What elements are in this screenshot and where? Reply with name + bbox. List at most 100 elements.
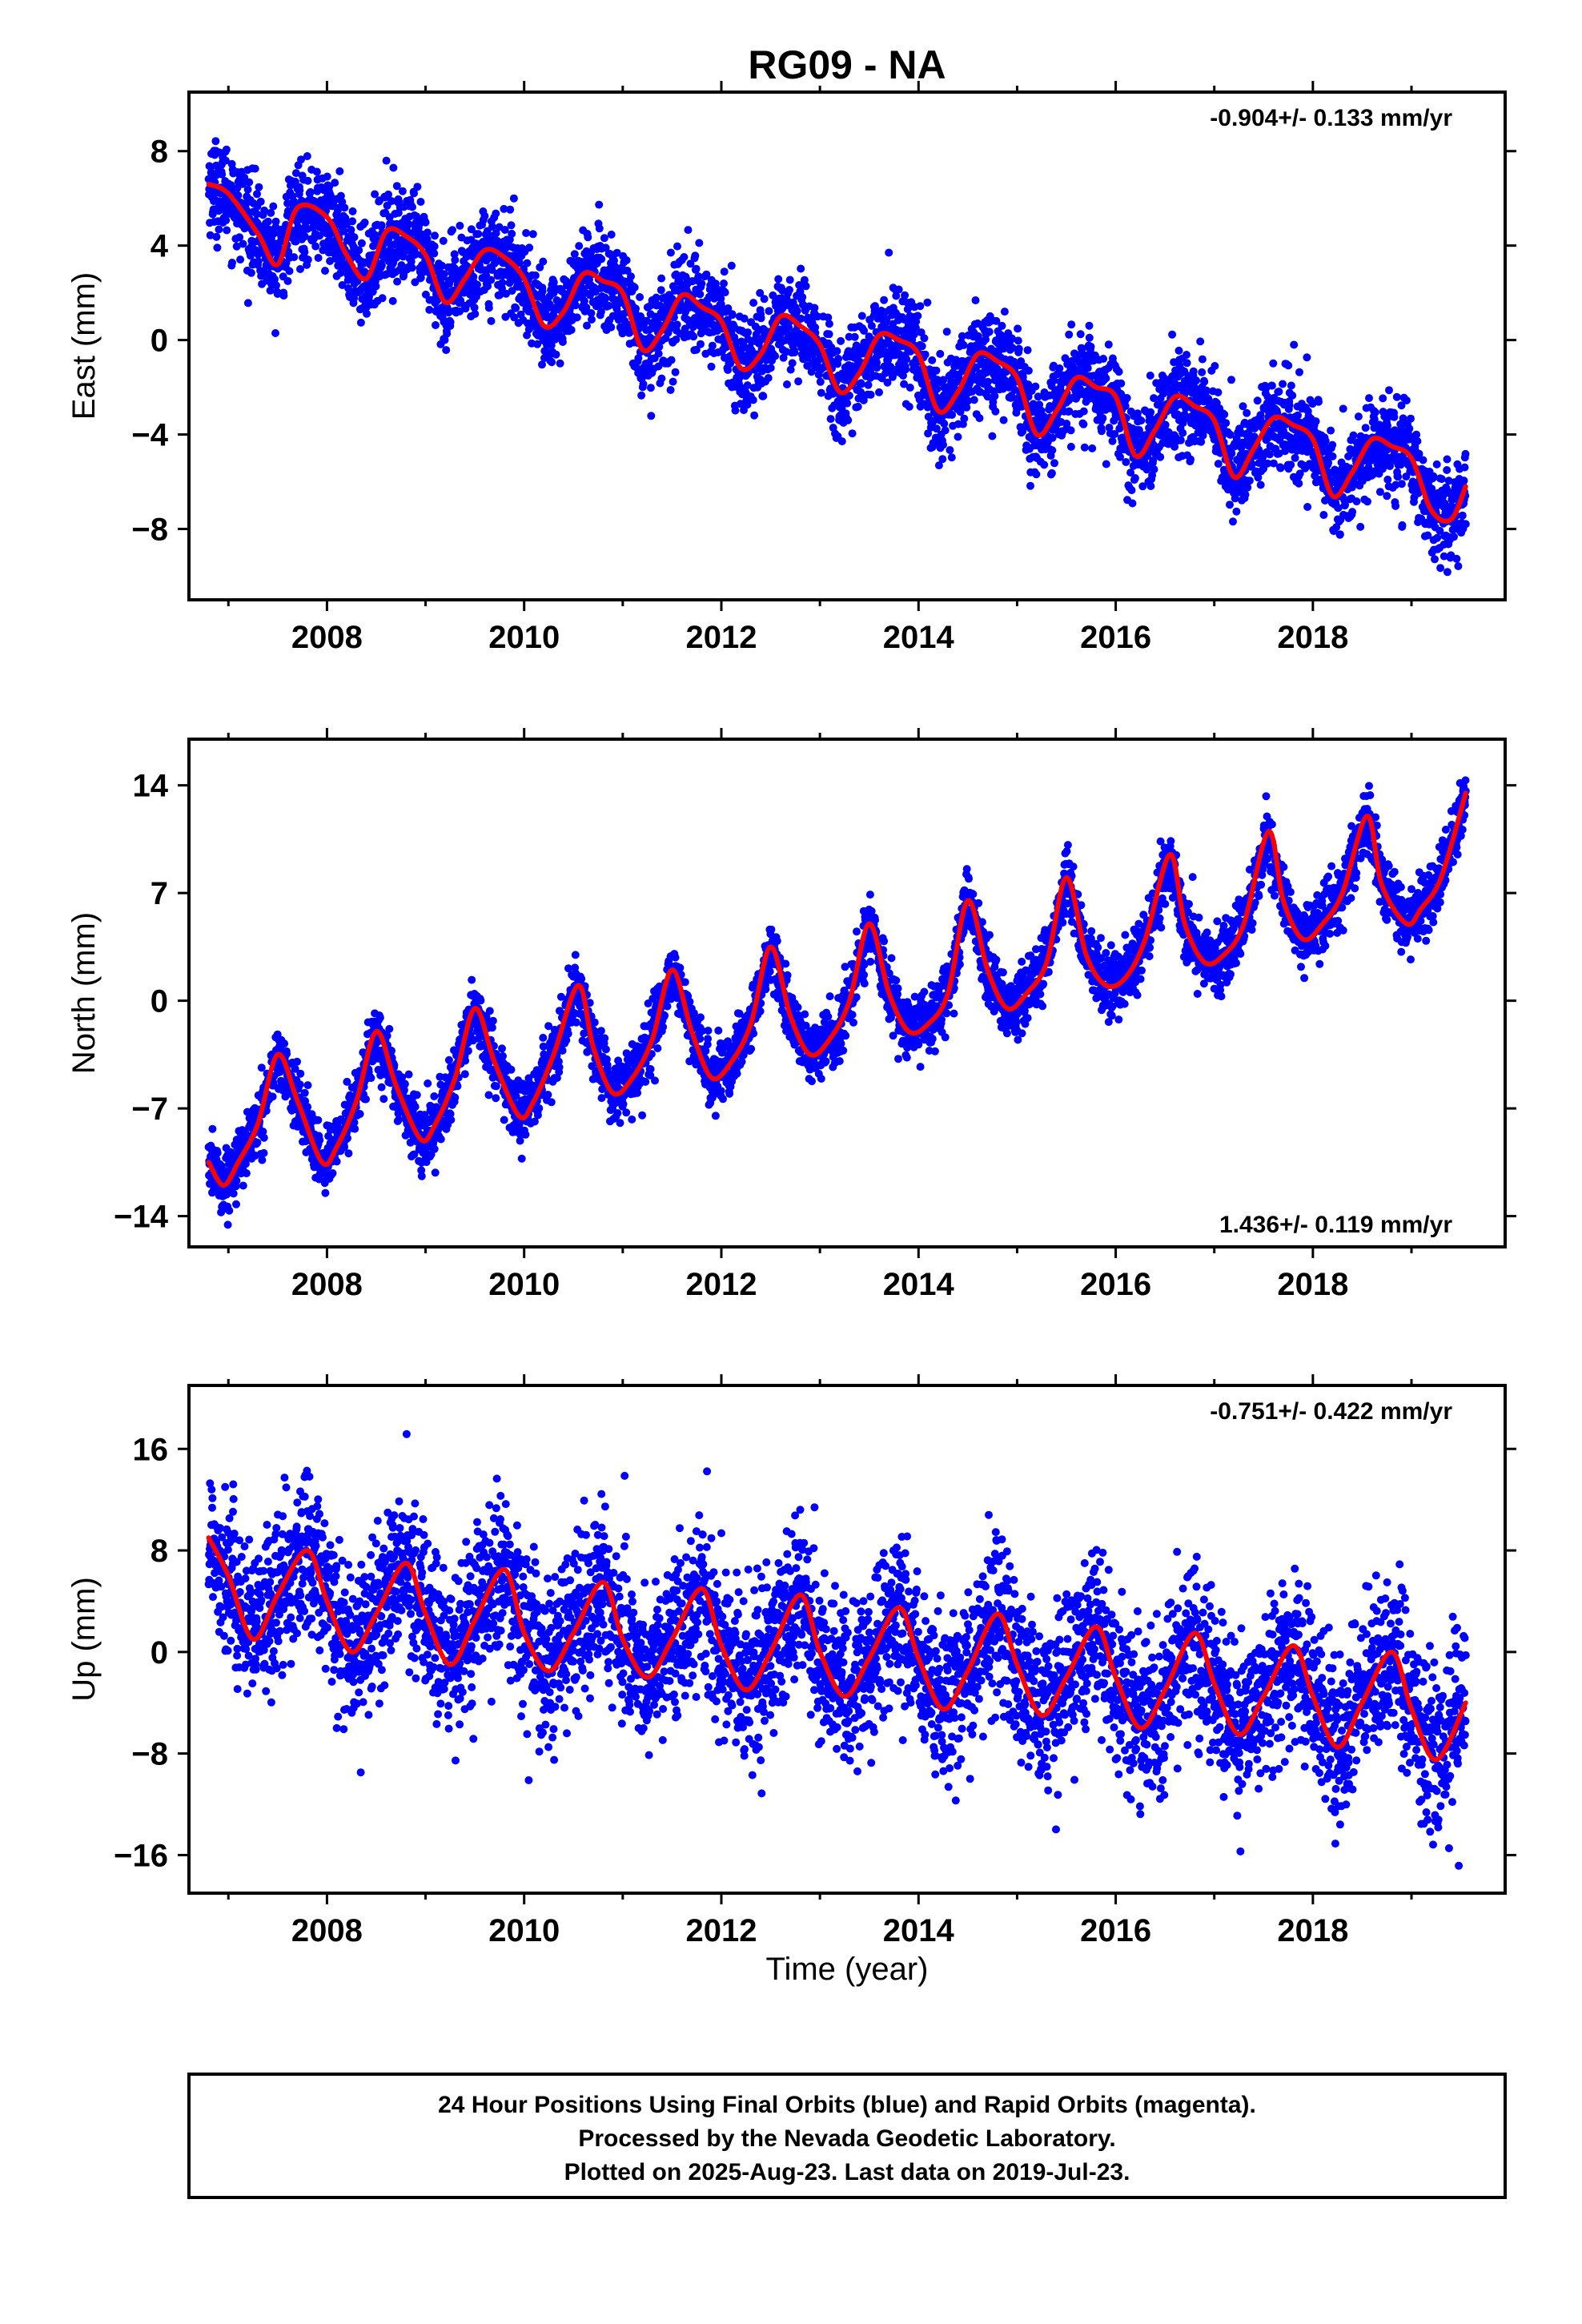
east-position-point xyxy=(1014,336,1022,345)
east-position-point xyxy=(1256,480,1265,489)
east-position-points xyxy=(204,137,1470,577)
east-position-point xyxy=(1394,472,1403,481)
east-position-point xyxy=(425,305,434,314)
east-position-point xyxy=(901,365,910,374)
east-position-point xyxy=(1227,376,1235,384)
east-position-point xyxy=(1176,436,1185,444)
east-position-point xyxy=(596,308,605,316)
east-position-point xyxy=(916,302,925,311)
east-position-point xyxy=(1067,320,1076,329)
east-position-point xyxy=(336,191,345,200)
figure-title: RG09 - NA xyxy=(748,42,946,87)
east-position-point xyxy=(236,255,245,264)
east-position-point xyxy=(607,230,616,239)
east-position-point xyxy=(1399,414,1407,423)
east-position-point xyxy=(1356,522,1365,531)
east-position-point xyxy=(496,291,504,300)
east-position-point xyxy=(859,396,868,404)
east-position-point xyxy=(384,235,393,243)
east-position-point xyxy=(708,341,717,350)
east-position-point xyxy=(430,249,439,258)
east-position-point xyxy=(743,400,752,409)
east-position-point xyxy=(992,316,1001,325)
east-position-point xyxy=(740,314,749,323)
east-position-point xyxy=(1227,449,1236,458)
east-position-point xyxy=(1265,450,1274,459)
east-position-point xyxy=(470,304,479,312)
east-position-point xyxy=(303,255,312,264)
east-position-point xyxy=(243,299,252,308)
east-position-point xyxy=(1045,391,1054,400)
east-position-point xyxy=(510,313,519,322)
east-position-point xyxy=(473,280,481,289)
east-x-tick-label: 2018 xyxy=(1277,620,1348,655)
east-position-point xyxy=(311,242,320,251)
east-position-point xyxy=(834,355,843,363)
east-position-point xyxy=(954,432,962,441)
east-position-point xyxy=(487,275,496,284)
east-position-point xyxy=(547,341,556,350)
east-position-point xyxy=(339,227,348,235)
east-position-point xyxy=(246,251,255,260)
east-position-point xyxy=(921,350,930,359)
east-position-point xyxy=(774,275,783,283)
east-position-point xyxy=(433,296,442,305)
east-position-point xyxy=(245,178,254,187)
east-position-point xyxy=(1245,476,1254,485)
east-position-point xyxy=(1398,521,1407,529)
east-position-point xyxy=(801,282,810,291)
east-position-point xyxy=(1098,427,1106,436)
east-position-point xyxy=(1146,372,1154,380)
east-position-point xyxy=(570,250,579,259)
east-position-point xyxy=(1443,455,1452,464)
east-position-point xyxy=(1397,401,1406,410)
east-position-point xyxy=(271,217,280,226)
east-position-point xyxy=(1327,426,1335,435)
east-position-point xyxy=(1226,501,1234,509)
east-position-point xyxy=(484,304,493,312)
east-position-point xyxy=(867,321,876,330)
east-position-point xyxy=(899,372,907,380)
east-position-point xyxy=(668,295,677,304)
east-position-point xyxy=(1127,486,1136,495)
east-position-point xyxy=(1275,388,1283,396)
east-position-point xyxy=(1321,436,1330,445)
east-position-point xyxy=(232,242,241,251)
east-position-point xyxy=(1294,411,1302,420)
east-position-point xyxy=(1291,453,1299,462)
east-position-point xyxy=(793,307,801,316)
east-position-point xyxy=(508,229,516,238)
east-position-point xyxy=(297,155,305,164)
east-position-point xyxy=(936,349,945,358)
east-position-point xyxy=(1443,466,1452,474)
east-position-point xyxy=(1413,436,1422,445)
east-position-point xyxy=(684,226,693,235)
east-position-point xyxy=(1046,402,1054,410)
east-position-point xyxy=(580,297,588,305)
east-position-point xyxy=(691,251,700,260)
east-position-point xyxy=(724,366,733,374)
north-position-point xyxy=(208,1124,217,1133)
east-position-point xyxy=(1088,444,1097,452)
east-position-point xyxy=(548,358,556,367)
east-position-point xyxy=(488,223,496,231)
east-position-point xyxy=(506,205,515,214)
east-position-point xyxy=(797,314,805,323)
east-position-point xyxy=(397,261,406,270)
east-y-tick-label: −8 xyxy=(131,513,168,548)
east-position-point xyxy=(222,145,231,154)
east-position-point xyxy=(269,202,278,211)
east-position-point xyxy=(1110,430,1119,438)
east-position-point xyxy=(1437,475,1446,484)
east-position-point xyxy=(618,329,627,338)
east-position-point xyxy=(471,310,480,318)
east-position-point xyxy=(1149,456,1158,465)
east-position-point xyxy=(371,190,379,199)
east-position-point xyxy=(371,282,380,291)
east-position-point xyxy=(377,221,386,230)
north-position-point xyxy=(257,1063,266,1072)
east-position-point xyxy=(271,329,279,337)
east-position-point xyxy=(516,259,524,267)
east-position-point xyxy=(1114,368,1123,376)
